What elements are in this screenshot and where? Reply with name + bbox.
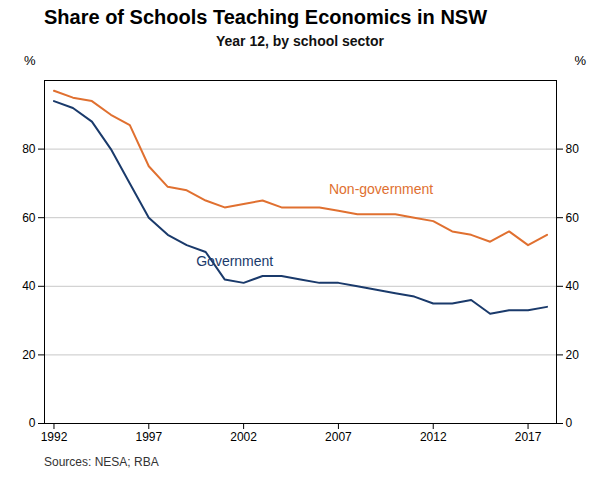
svg-text:80: 80: [22, 142, 36, 156]
svg-text:0: 0: [29, 416, 36, 430]
svg-text:2002: 2002: [230, 430, 257, 444]
svg-text:40: 40: [566, 279, 580, 293]
svg-text:2017: 2017: [515, 430, 542, 444]
svg-text:20: 20: [566, 348, 580, 362]
svg-text:20: 20: [22, 348, 36, 362]
svg-text:1997: 1997: [135, 430, 162, 444]
html-text:Year 12, by school sector: Year 12, by school sector: [216, 33, 384, 49]
svg-text:40: 40: [22, 279, 36, 293]
svg-text:60: 60: [22, 211, 36, 225]
svg-text:60: 60: [566, 211, 580, 225]
svg-text:Non-government: Non-government: [329, 181, 433, 197]
svg-text:2007: 2007: [325, 430, 352, 444]
svg-text:0: 0: [566, 416, 573, 430]
html-text:Sources: NESA; RBA: Sources: NESA; RBA: [44, 455, 159, 469]
html-text:Share of Schools Teaching Econ: Share of Schools Teaching Economics in N…: [44, 6, 487, 28]
svg-text:1992: 1992: [41, 430, 68, 444]
svg-text:80: 80: [566, 142, 580, 156]
svg-text:Government: Government: [196, 253, 273, 269]
svg-text:2012: 2012: [420, 430, 447, 444]
